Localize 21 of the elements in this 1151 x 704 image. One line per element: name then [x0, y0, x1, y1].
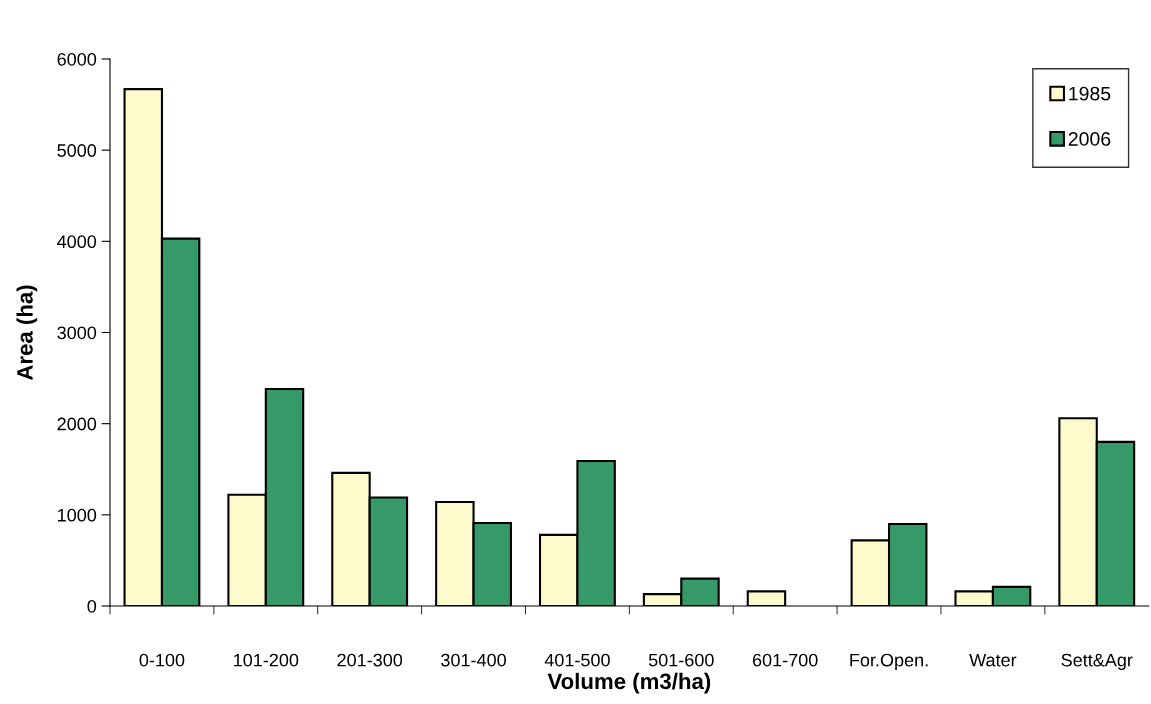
x-tick-label: 0-100 — [139, 653, 185, 667]
y-axis-title: Area (ha) — [16, 285, 38, 381]
x-axis-title: Volume (m3/ha) — [547, 672, 711, 694]
x-tick-label: 301-400 — [441, 653, 506, 667]
x-tick-label: 201-300 — [337, 653, 403, 667]
x-tick-label: Water — [969, 653, 1017, 667]
y-tick-label: 2000 — [57, 417, 97, 431]
y-tick-label: 3000 — [57, 326, 97, 340]
x-tick-label: 501-600 — [648, 653, 714, 667]
y-tick-label: 4000 — [57, 235, 97, 249]
y-tick-label: 1000 — [58, 508, 97, 522]
x-tick-label: Sett&Agr — [1061, 653, 1133, 671]
y-tick-label: 0 — [87, 599, 97, 613]
x-tick-label: 601-700 — [752, 653, 818, 667]
y-tick-label: 5000 — [57, 144, 97, 157]
x-tick-label: For.Open. — [850, 653, 928, 671]
y-tick-label: 6000 — [57, 52, 97, 66]
x-tick-label: 401-500 — [544, 653, 610, 667]
x-tick-label: 101-200 — [234, 653, 299, 667]
legend-label: 1985 — [1069, 86, 1111, 101]
legend-label: 2006 — [1068, 132, 1111, 146]
